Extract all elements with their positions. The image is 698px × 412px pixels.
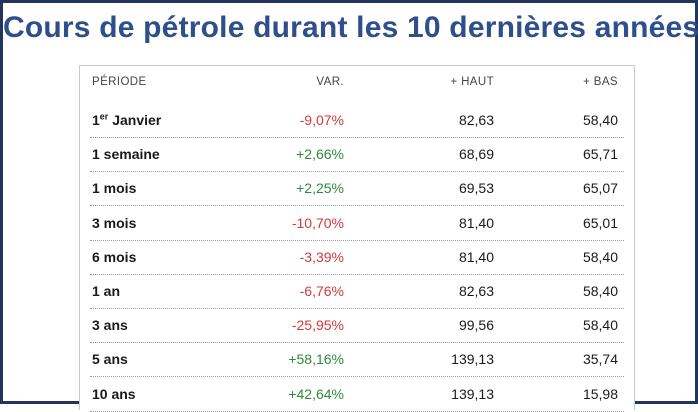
row-variation: -3,39% [299,248,344,265]
table-row: 1 semaine +2,66% 68,69 65,71 [80,138,634,173]
row-period: 1 an [92,283,120,299]
row-high: 81,40 [458,248,494,265]
row-period: 3 mois [92,215,136,231]
row-low: 35,74 [582,351,618,368]
table-row: 5 ans +58,16% 139,13 35,74 [80,343,634,378]
row-low: 65,71 [582,146,618,163]
row-period: 6 mois [92,249,136,265]
row-period-sup: er [99,111,109,122]
row-period-main: 3 mois [92,214,137,231]
table-row: 1 an -6,76% 82,63 58,40 [80,275,634,309]
row-variation: -9,07% [299,112,344,128]
row-high: 82,63 [458,112,494,128]
table-header: PÉRIODE VAR. + HAUT + BAS [80,76,634,104]
row-low: 58,40 [582,283,618,299]
page-title: Cours de pétrole durant les 10 dernières… [3,11,698,44]
row-period: 3 ans [92,317,128,333]
row-low: 15,98 [582,385,618,402]
row-period-main: 3 ans [92,317,128,334]
row-low: 65,01 [582,214,618,231]
row-high: 82,63 [458,283,494,299]
row-variation: -6,76% [299,283,344,299]
table-row: 1er Janvier -9,07% 82,63 58,40 [80,104,634,138]
row-period: 1 semaine [92,146,160,162]
row-high: 99,56 [458,317,494,334]
row-high: 69,53 [458,180,494,197]
row-period-main: 1 [92,112,100,128]
row-period-main: 10 ans [92,385,136,402]
oil-price-table: PÉRIODE VAR. + HAUT + BAS 1er Janvier -9,… [79,65,635,412]
table-row: 3 mois -10,70% 81,40 65,01 [80,207,634,241]
header-period: PÉRIODE [92,76,147,88]
row-low: 58,40 [582,248,618,265]
row-variation: +42,64% [288,385,344,402]
row-low: 58,40 [582,317,618,334]
row-high: 139,13 [451,385,494,402]
row-period: 5 ans [92,351,128,367]
header-low: + BAS [583,76,618,88]
row-high: 139,13 [451,351,494,368]
row-high: 81,40 [458,214,494,231]
table-row: 10 ans +42,64% 139,13 15,98 [80,378,634,412]
row-high: 68,69 [458,146,494,163]
header-high: + HAUT [450,76,494,88]
table-row: 3 ans -25,95% 99,56 58,40 [80,309,634,344]
row-period-rest: Janvier [108,112,162,128]
row-variation: +2,66% [296,146,344,163]
row-variation: -25,95% [291,317,344,334]
row-variation: +58,16% [288,351,344,368]
row-period-main: 1 semaine [92,146,160,163]
table-row: 6 mois -3,39% 81,40 58,40 [80,241,634,275]
row-period: 1 mois [92,180,136,196]
row-period-main: 1 mois [92,180,137,197]
row-period: 10 ans [92,386,136,402]
row-period-main: 6 mois [92,248,137,265]
row-variation: -10,70% [291,214,344,231]
header-variation: VAR. [316,76,344,88]
row-period-main: 5 ans [92,351,128,368]
table-row: 1 mois +2,25% 69,53 65,07 [80,172,634,207]
row-period: 1er Janvier [92,112,161,128]
row-period-main: 1 an [92,283,121,299]
row-variation: +2,25% [296,180,344,197]
row-low: 65,07 [582,180,618,197]
row-low: 58,40 [582,112,618,128]
